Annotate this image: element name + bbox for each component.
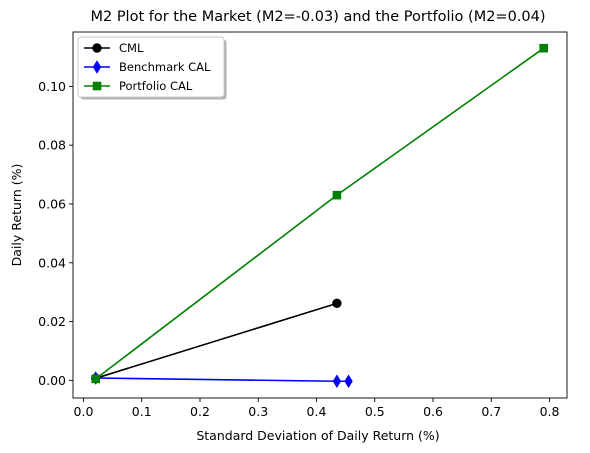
- y-tick-label: 0.04: [38, 255, 66, 270]
- x-tick-label: 0.2: [190, 404, 210, 419]
- legend-label: Portfolio CAL: [119, 79, 193, 93]
- legend-item: CML: [84, 41, 144, 55]
- x-tick-label: 0.0: [74, 404, 94, 419]
- x-tick-label: 0.1: [132, 404, 152, 419]
- x-tick-label: 0.4: [307, 404, 327, 419]
- x-tick-label: 0.6: [423, 404, 443, 419]
- series-line: [95, 302, 338, 380]
- y-axis: 0.00 0.02 0.04 0.06 0.08 0.10: [38, 79, 73, 388]
- x-tick-label: 0.5: [365, 404, 385, 419]
- series-cml: [91, 298, 342, 384]
- series-benchmark-cal: [91, 371, 353, 388]
- data-point: [332, 298, 342, 309]
- y-tick-label: 0.06: [38, 196, 66, 211]
- legend-marker: [92, 60, 102, 74]
- legend: CML Benchmark CAL Portfolio CAL: [77, 36, 227, 100]
- legend-item: Benchmark CAL: [84, 60, 211, 74]
- series-line: [95, 377, 349, 383]
- data-point: [91, 374, 101, 384]
- data-point: [539, 43, 548, 53]
- y-axis-label: Daily Return (%): [9, 164, 24, 267]
- x-tick-label: 0.7: [481, 404, 501, 419]
- x-tick-label: 0.3: [248, 404, 268, 419]
- data-point: [332, 374, 342, 388]
- legend-label: CML: [119, 41, 144, 55]
- x-tick-label: 0.8: [540, 404, 560, 419]
- legend-item: Portfolio CAL: [84, 79, 193, 93]
- y-tick-label: 0.10: [38, 79, 66, 94]
- plot-frame: [72, 31, 568, 399]
- legend-marker: [92, 43, 102, 53]
- y-tick-label: 0.02: [38, 314, 66, 329]
- x-axis: 0.0 0.1 0.2 0.3 0.4 0.5 0.6 0.7 0.8: [74, 398, 560, 419]
- legend-marker: [92, 81, 102, 91]
- chart-title: M2 Plot for the Market (M2=-0.03) and th…: [90, 9, 545, 25]
- x-axis-label: Standard Deviation of Daily Return (%): [196, 428, 439, 443]
- data-point: [344, 374, 353, 388]
- legend-label: Benchmark CAL: [119, 60, 211, 74]
- data-point: [332, 190, 342, 200]
- legend-box: [77, 36, 225, 98]
- y-tick-label: 0.08: [38, 138, 66, 153]
- y-tick-label: 0.00: [38, 373, 66, 388]
- series-portfolio-cal: [91, 43, 548, 384]
